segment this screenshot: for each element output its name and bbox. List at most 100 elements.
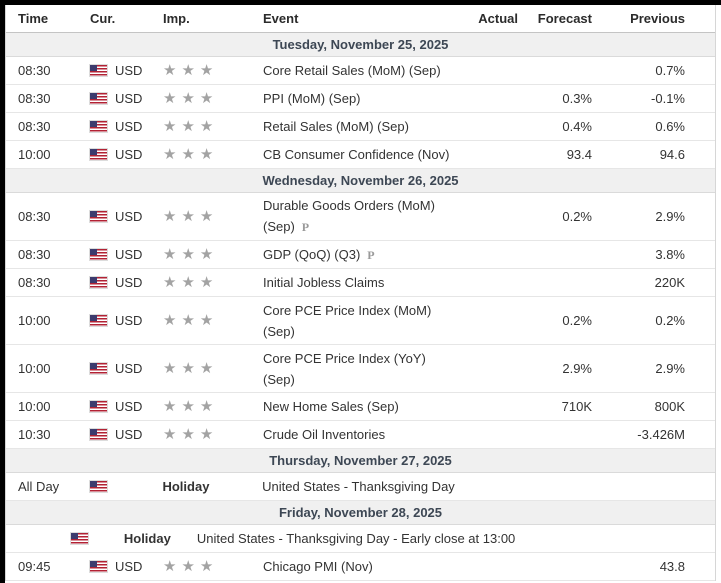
event-name-link[interactable]: Crude Oil Inventories <box>263 424 458 445</box>
col-header-previous: Previous <box>630 11 685 26</box>
event-name-line: Chicago PMI (Nov) <box>263 559 373 574</box>
us-flag-icon <box>89 428 108 441</box>
event-row[interactable]: 08:30 USD ★★★ Core Retail Sales (MoM) (S… <box>6 57 715 85</box>
event-row[interactable]: 08:30 USD ★★★ GDP (QoQ) (Q3) P 3.8% <box>6 241 715 269</box>
event-currency: USD <box>89 313 163 328</box>
event-name-link[interactable]: Core PCE Price Index (YoY) (Sep) <box>263 348 458 390</box>
event-name-line: Core PCE Price Index (YoY) <box>263 350 426 366</box>
event-row[interactable]: 10:00 USD ★★★ Core PCE Price Index (YoY)… <box>6 345 715 393</box>
event-name-link[interactable]: Retail Sales (MoM) (Sep) <box>263 116 458 137</box>
event-time: 08:30 <box>18 91 51 106</box>
currency-code: USD <box>115 313 143 328</box>
col-header-currency: Cur. <box>90 11 116 26</box>
event-name-link[interactable]: Core PCE Price Index (MoM) (Sep) <box>263 300 458 342</box>
date-header: Tuesday, November 25, 2025 <box>6 33 715 57</box>
event-name-link[interactable]: United States - Thanksgiving Day - Early… <box>197 528 519 549</box>
event-currency: USD <box>89 361 163 376</box>
event-time: 10:00 <box>18 147 51 162</box>
event-previous: 0.2% <box>655 313 685 328</box>
event-time: 09:45 <box>18 559 51 574</box>
event-row[interactable]: 08:30 USD ★★★ Initial Jobless Claims 220… <box>6 269 715 297</box>
importance-stars-icon: ★★★ <box>163 146 219 163</box>
us-flag-icon <box>89 210 108 223</box>
economic-calendar-table: Time Cur. Imp. Event Actual Forecast Pre… <box>5 5 716 581</box>
event-forecast: 0.2% <box>562 313 592 328</box>
date-header: Thursday, November 27, 2025 <box>6 449 715 473</box>
day-rows: Holiday United States - Thanksgiving Day… <box>6 525 715 581</box>
preliminary-p-icon: P <box>301 220 310 234</box>
event-row[interactable]: 10:30 USD ★★★ Crude Oil Inventories -3.4… <box>6 421 715 449</box>
importance-stars-icon: ★★★ <box>163 398 219 415</box>
event-previous: -0.1% <box>651 91 685 106</box>
day-rows: 08:30 USD ★★★ Durable Goods Orders (MoM)… <box>6 193 715 449</box>
event-name-link[interactable]: New Home Sales (Sep) <box>263 396 458 417</box>
day-rows: 08:30 USD ★★★ Core Retail Sales (MoM) (S… <box>6 57 715 169</box>
event-row[interactable]: 09:45 USD ★★★ Chicago PMI (Nov) 43.8 <box>6 553 715 581</box>
event-name-link[interactable]: Core Retail Sales (MoM) (Sep) <box>263 60 458 81</box>
event-time: 10:00 <box>18 361 51 376</box>
currency-code: USD <box>115 91 143 106</box>
event-importance: ★★★ <box>163 559 263 574</box>
us-flag-icon <box>69 532 89 545</box>
event-currency: USD <box>89 147 163 162</box>
date-header: Wednesday, November 26, 2025 <box>6 169 715 193</box>
day-section: Friday, November 28, 2025 Holiday United… <box>6 501 715 581</box>
event-previous: 220K <box>654 275 685 290</box>
event-name-link[interactable]: Initial Jobless Claims <box>263 272 458 293</box>
event-time: 08:30 <box>18 247 51 262</box>
event-time: 10:00 <box>18 399 51 414</box>
importance-stars-icon: ★★★ <box>163 558 219 575</box>
us-flag-icon <box>88 480 108 493</box>
event-currency: USD <box>89 559 163 574</box>
event-forecast: 0.3% <box>562 91 592 106</box>
importance-stars-icon: ★★★ <box>163 312 219 329</box>
event-time: 08:30 <box>18 119 51 134</box>
event-row[interactable]: 10:00 USD ★★★ New Home Sales (Sep) 710K … <box>6 393 715 421</box>
event-name-link[interactable]: GDP (QoQ) (Q3) P <box>263 244 458 266</box>
us-flag-icon <box>89 120 108 133</box>
currency-code: USD <box>115 119 143 134</box>
event-importance: ★★★ <box>163 313 263 328</box>
event-name-link[interactable]: Chicago PMI (Nov) <box>263 556 458 577</box>
event-row[interactable]: Holiday United States - Thanksgiving Day… <box>6 525 715 553</box>
event-time: 08:30 <box>18 63 51 78</box>
event-name-line: GDP (QoQ) (Q3) P <box>263 246 375 262</box>
event-previous: 800K <box>654 399 685 414</box>
col-header-event: Event <box>263 10 299 26</box>
event-name-line: (Sep) P <box>263 219 310 234</box>
event-previous: 2.9% <box>655 361 685 376</box>
screenshot-edge-top <box>0 0 721 5</box>
event-row[interactable]: 08:30 USD ★★★ PPI (MoM) (Sep) 0.3% -0.1% <box>6 85 715 113</box>
currency-code: USD <box>115 209 143 224</box>
day-section: Wednesday, November 26, 2025 08:30 USD ★… <box>6 169 715 449</box>
us-flag-icon <box>89 148 108 161</box>
event-currency: USD <box>89 91 163 106</box>
event-importance: ★★★ <box>163 63 263 78</box>
currency-code: USD <box>115 399 143 414</box>
event-name-link[interactable]: Durable Goods Orders (MoM) (Sep) P <box>263 195 458 238</box>
event-currency: USD <box>89 247 163 262</box>
col-header-actual: Actual <box>478 11 518 26</box>
event-previous: 0.7% <box>655 63 685 78</box>
event-row[interactable]: 10:00 USD ★★★ CB Consumer Confidence (No… <box>6 141 715 169</box>
event-row[interactable]: 08:30 USD ★★★ Retail Sales (MoM) (Sep) 0… <box>6 113 715 141</box>
event-name-line: (Sep) <box>263 371 295 387</box>
importance-stars-icon: ★★★ <box>163 208 219 225</box>
event-row[interactable]: 10:00 USD ★★★ Core PCE Price Index (MoM)… <box>6 297 715 345</box>
event-importance: ★★★ <box>163 91 263 106</box>
event-name-link[interactable]: CB Consumer Confidence (Nov) <box>263 144 458 165</box>
event-currency <box>88 480 163 493</box>
event-name-link[interactable]: United States - Thanksgiving Day <box>262 476 459 497</box>
event-importance: Holiday <box>124 531 197 546</box>
event-time: 10:30 <box>18 427 51 442</box>
event-previous: 2.9% <box>655 209 685 224</box>
event-name-link[interactable]: PPI (MoM) (Sep) <box>263 88 458 109</box>
event-name-line: CB Consumer Confidence (Nov) <box>263 147 450 162</box>
event-name-line: Initial Jobless Claims <box>263 275 385 290</box>
event-row[interactable]: 08:30 USD ★★★ Durable Goods Orders (MoM)… <box>6 193 715 241</box>
currency-code: USD <box>115 247 143 262</box>
currency-code: USD <box>115 63 143 78</box>
event-name-line: Retail Sales (MoM) (Sep) <box>263 119 409 134</box>
event-name-line: (Sep) <box>263 323 295 339</box>
event-row[interactable]: All Day Holiday United States - Thanksgi… <box>6 473 715 501</box>
